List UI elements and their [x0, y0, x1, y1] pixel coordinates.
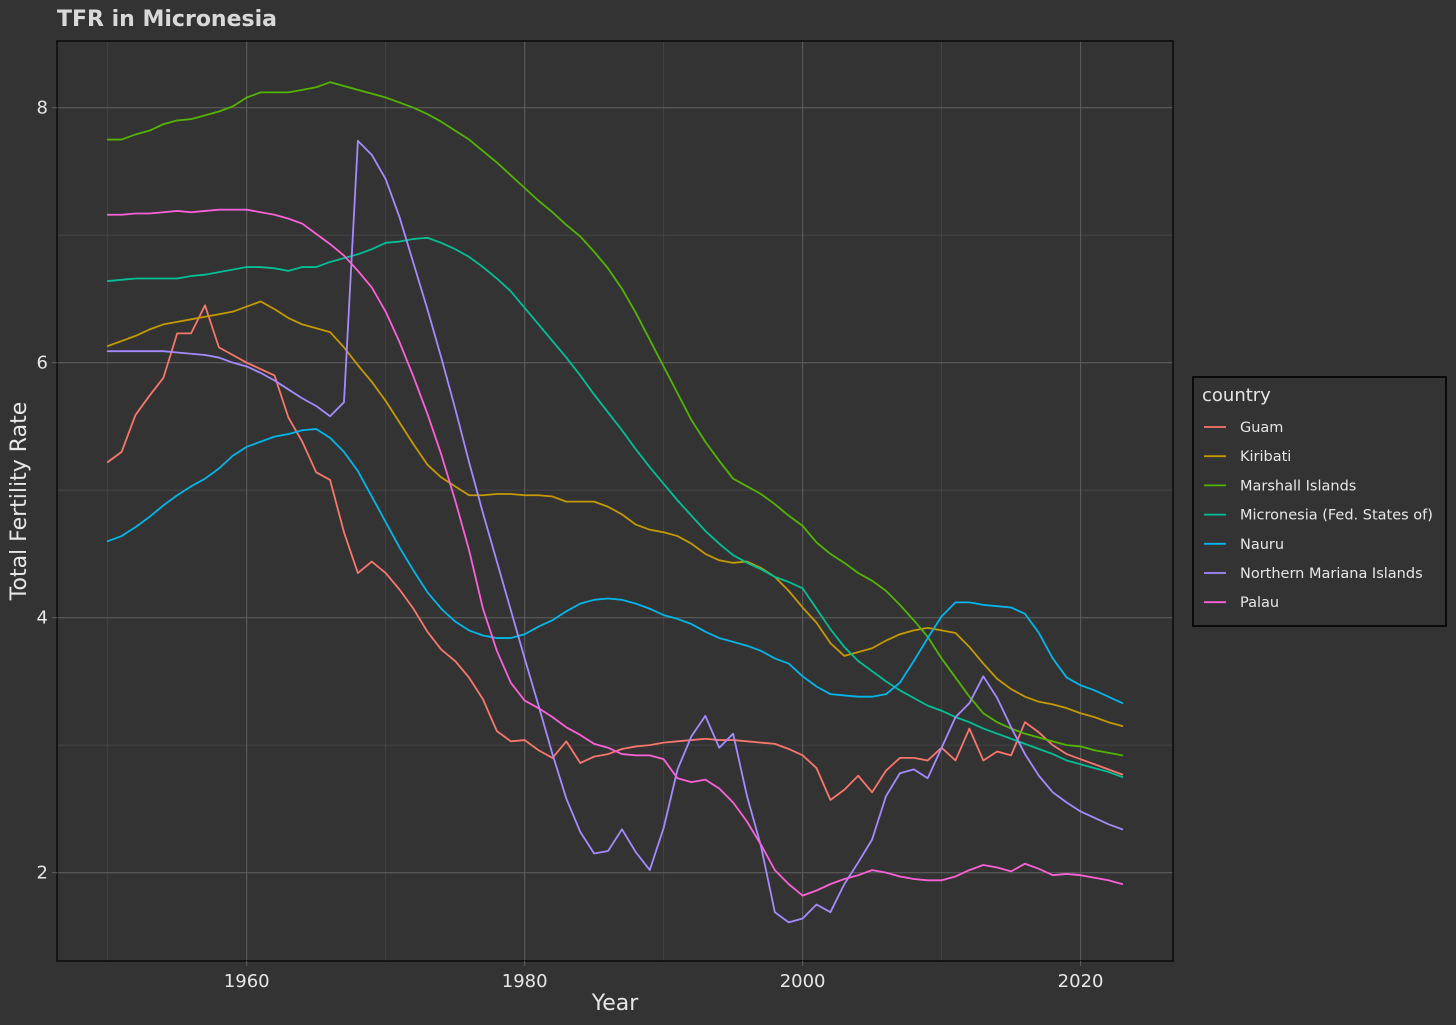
- series-line-micronesia-fed-states-of: [106, 236, 1124, 778]
- y-tick-label: 6: [37, 353, 48, 374]
- legend-box: [1192, 376, 1447, 627]
- legend-label: Northern Mariana Islands: [1240, 566, 1423, 582]
- x-tick-label: 1980: [502, 971, 548, 992]
- panel-border: [56, 40, 1174, 962]
- x-tick-label: 2020: [1058, 971, 1104, 992]
- y-axis: 2 4 6 8: [37, 98, 57, 884]
- y-tick-label: 2: [37, 863, 48, 884]
- y-tick-label: 8: [37, 98, 48, 119]
- x-tick-label: 2000: [780, 971, 826, 992]
- series-line-northern-mariana-islands: [106, 139, 1124, 924]
- minor-gridlines: [57, 41, 1173, 961]
- chart-title: TFR in Micronesia: [57, 7, 277, 32]
- major-gridlines: [57, 41, 1173, 961]
- y-tick-label: 4: [37, 608, 48, 629]
- y-axis-title: Total Fertility Rate: [7, 402, 32, 601]
- legend-item-palau: Palau: [1204, 595, 1279, 611]
- series-line-kiribati: [106, 300, 1124, 727]
- legend-item-nauru: Nauru: [1204, 537, 1284, 553]
- legend-label: Guam: [1240, 420, 1283, 436]
- series-line-palau: [106, 208, 1124, 897]
- legend-label: Micronesia (Fed. States of): [1240, 508, 1433, 524]
- legend-label: Nauru: [1240, 537, 1284, 553]
- legend-label: Kiribati: [1240, 449, 1291, 465]
- series-line-marshall-islands: [106, 81, 1124, 757]
- legend-label: Palau: [1240, 595, 1279, 611]
- legend-item-guam: Guam: [1204, 420, 1283, 436]
- series-lines: [106, 81, 1124, 924]
- legend-item-marshall-islands: Marshall Islands: [1204, 478, 1356, 494]
- series-line-nauru: [106, 428, 1124, 704]
- plot-panel: [56, 40, 1174, 962]
- series-line-guam: [106, 304, 1124, 801]
- legend-items: Guam Kiribati Marshall Islands Micronesia (…: [1204, 420, 1433, 611]
- legend-label: Marshall Islands: [1240, 478, 1356, 494]
- x-tick-label: 1960: [224, 971, 270, 992]
- x-axis: 1960 1980 2000 2020: [224, 961, 1104, 992]
- legend: country Guam Kiribati Marshall Islands Micr…: [1192, 376, 1447, 627]
- legend-item-northern-mariana-islands: Northern Mariana Islands: [1204, 566, 1423, 582]
- x-axis-title: Year: [591, 991, 640, 1016]
- legend-item-kiribati: Kiribati: [1204, 449, 1291, 465]
- legend-item-micronesia-fed-states-of: Micronesia (Fed. States of): [1204, 508, 1433, 524]
- legend-title: country: [1202, 385, 1271, 406]
